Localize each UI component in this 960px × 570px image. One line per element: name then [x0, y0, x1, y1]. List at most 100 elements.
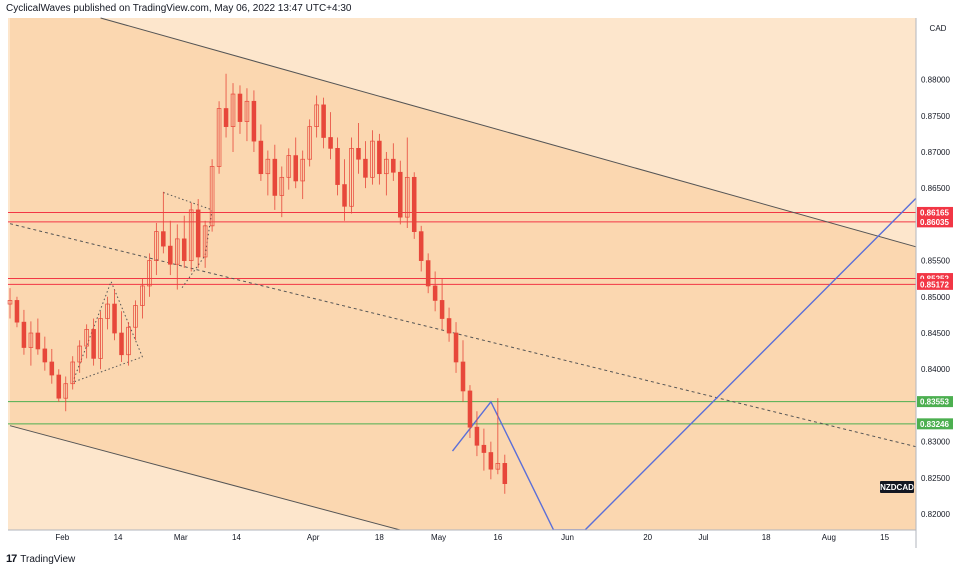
- candle: [202, 220, 208, 268]
- candle-body: [230, 93, 236, 127]
- candle: [42, 336, 48, 371]
- candle: [140, 278, 145, 319]
- candle-body: [425, 260, 431, 287]
- candle-body: [154, 231, 159, 261]
- level-badge-label: 0.86035: [920, 218, 949, 227]
- candle-body: [7, 300, 13, 305]
- level-badge: [917, 206, 953, 218]
- candle: [161, 191, 166, 254]
- x-tick-label: Mar: [174, 533, 188, 542]
- tradingview-brand[interactable]: TradingView: [20, 553, 76, 565]
- candle: [404, 137, 410, 229]
- candle: [70, 356, 75, 390]
- symbol-tag: NZDCAD: [880, 483, 914, 492]
- x-tick-label: May: [431, 533, 446, 542]
- candle-body: [35, 332, 41, 350]
- candle: [230, 83, 236, 152]
- candle: [237, 85, 243, 134]
- candle-body: [488, 452, 494, 470]
- candle-body: [70, 361, 75, 385]
- candle-body: [502, 463, 508, 485]
- candle: [411, 172, 417, 239]
- x-tick-label: 15: [880, 533, 889, 542]
- candle: [321, 97, 326, 149]
- candle-body: [91, 329, 96, 359]
- candle-body: [356, 148, 361, 160]
- candle: [481, 428, 487, 471]
- candle: [216, 101, 222, 174]
- candle-body: [384, 158, 389, 175]
- candle-body: [314, 104, 319, 127]
- triangle-pattern-1: [72, 280, 144, 383]
- candle: [391, 143, 396, 181]
- level-badge: [917, 396, 953, 408]
- candle-body: [126, 326, 131, 356]
- candle-body: [49, 361, 55, 376]
- candle-body: [321, 104, 326, 138]
- candle-body: [181, 238, 187, 261]
- x-tick-label: Feb: [55, 533, 69, 542]
- candle: [126, 322, 131, 366]
- candle-body: [84, 329, 89, 347]
- candle: [168, 220, 173, 276]
- candle-body: [209, 166, 215, 227]
- candles-layer: [7, 73, 508, 494]
- candle: [439, 278, 445, 330]
- candle: [488, 441, 494, 480]
- candle-body: [216, 108, 222, 167]
- candle: [174, 224, 180, 290]
- candle-body: [398, 171, 403, 218]
- candle: [272, 144, 278, 210]
- candle-body: [258, 140, 264, 175]
- candle: [258, 124, 264, 181]
- levels-layer: [8, 211, 916, 425]
- candle-body: [467, 390, 473, 428]
- channel-upper-line: [100, 17, 917, 248]
- candle: [265, 150, 271, 196]
- x-tick-label: 18: [375, 533, 384, 542]
- candle-body: [251, 100, 257, 142]
- candle: [91, 318, 96, 366]
- candle: [502, 454, 508, 494]
- candle-body: [14, 300, 20, 323]
- candle: [314, 95, 319, 138]
- candle-body: [42, 348, 48, 363]
- candle-body: [377, 140, 382, 175]
- candle: [21, 309, 27, 355]
- candle-body: [28, 332, 34, 348]
- candle-body: [188, 209, 194, 261]
- y-tick-label: 0.87500: [921, 112, 950, 121]
- candle-body: [272, 158, 278, 196]
- candle-body: [286, 155, 292, 178]
- time-axis-background: [8, 530, 916, 548]
- candle-body: [56, 374, 62, 399]
- y-tick-label: 0.84500: [921, 329, 950, 338]
- publisher-header: CyclicalWaves published on TradingView.c…: [0, 0, 960, 18]
- currency-label: CAD: [930, 24, 947, 33]
- candle: [209, 159, 215, 232]
- candle-body: [432, 285, 438, 301]
- x-tick-label: 16: [493, 533, 502, 542]
- candle: [35, 318, 41, 355]
- candle-body: [328, 137, 333, 149]
- candle-body: [460, 361, 466, 392]
- candle-body: [411, 176, 417, 232]
- candle: [49, 348, 55, 384]
- candle: [244, 88, 250, 142]
- candle: [181, 215, 187, 268]
- candle: [105, 296, 110, 330]
- y-tick-label: 0.83000: [921, 438, 950, 447]
- candle: [195, 199, 201, 268]
- candle: [342, 159, 347, 221]
- candle-body: [133, 305, 138, 328]
- candle-body: [161, 231, 166, 247]
- x-tick-label: Aug: [822, 533, 836, 542]
- candle-body: [370, 140, 375, 178]
- candle-body: [147, 260, 152, 287]
- tradingview-logo-icon[interactable]: 17: [6, 553, 17, 565]
- candle-body: [21, 321, 27, 348]
- candle-body: [363, 158, 368, 178]
- y-tick-label: 0.87000: [921, 148, 950, 157]
- candle-body: [404, 176, 410, 218]
